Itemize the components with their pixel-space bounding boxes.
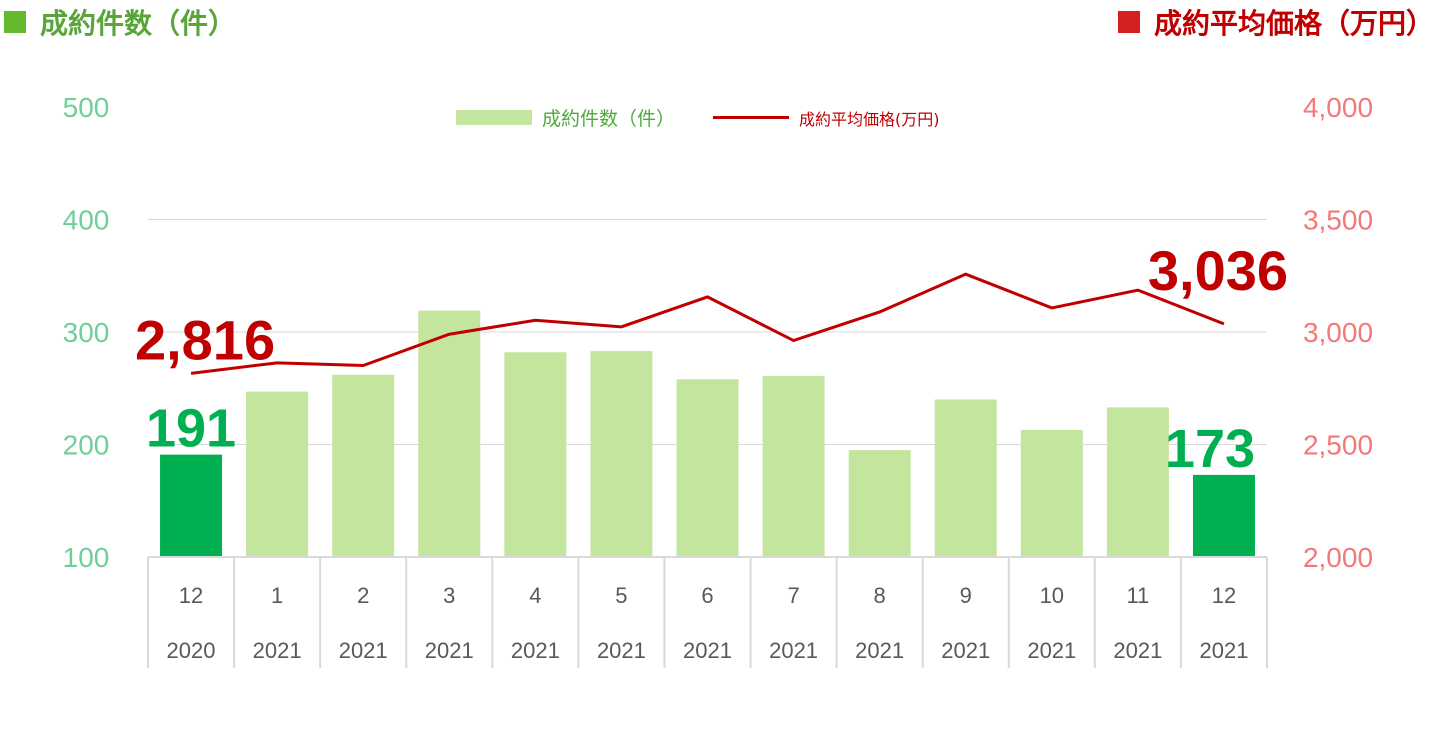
category-year-label: 2021 [253,638,302,663]
category-month-label: 7 [787,583,799,608]
category-month-label: 6 [701,583,713,608]
legend-line-label: 成約平均価格(万円) [799,109,940,129]
bar [590,351,653,557]
bar [1106,407,1169,557]
bar [504,352,567,557]
category-year-label: 2021 [1113,638,1162,663]
category-year-label: 2021 [597,638,646,663]
bar [246,391,309,557]
left-axis-tick-label: 200 [63,430,110,461]
category-month-label: 11 [1126,583,1149,608]
bar [848,450,911,557]
price-line [190,272,1225,375]
bar [762,375,825,557]
category-year-label: 2021 [425,638,474,663]
left-axis-title: 成約件数（件） [4,2,236,42]
bar [418,310,481,557]
bar-last-label: 173 [1165,419,1255,479]
line-first-label: 2,816 [135,308,275,371]
left-axis-title-text: 成約件数（件） [40,7,237,40]
category-year-label: 2020 [167,638,216,663]
bar [934,399,997,557]
category-month-label: 1 [271,583,283,608]
right-axis-title-text: 成約平均価格（万円） [1153,7,1434,40]
category-year-label: 2021 [855,638,904,663]
legend-bar-swatch [456,110,532,125]
bar [676,379,739,557]
left-axis-tick-label: 500 [63,92,110,123]
left-axis-tick-label: 100 [63,542,110,573]
category-year-label: 2021 [511,638,560,663]
line-last-label: 3,036 [1148,239,1288,302]
right-axis-tick-label: 2,500 [1303,430,1373,461]
right-axis-title: 成約平均価格（万円） [1117,2,1434,42]
red-square-icon [1117,11,1140,33]
green-square-icon [4,11,26,33]
legend-line-swatch [713,116,790,119]
category-year-label: 2021 [683,638,732,663]
right-axis-tick-label: 3,000 [1303,317,1373,348]
legend-bar-label: 成約件数（件） [542,108,676,130]
left-axis-tick-label: 400 [63,205,110,236]
category-month-label: 3 [443,583,455,608]
category-month-label: 4 [529,583,541,608]
category-year-label: 2021 [941,638,990,663]
right-axis-tick-label: 2,000 [1303,542,1373,573]
category-year-label: 2021 [1199,638,1248,663]
bar [1020,429,1083,557]
bar-highlight [160,454,223,557]
category-month-label: 10 [1040,583,1064,608]
category-month-label: 8 [874,583,886,608]
category-year-label: 2021 [1027,638,1076,663]
category-month-label: 12 [179,583,203,608]
right-axis-tick-label: 4,000 [1303,92,1373,123]
category-year-label: 2021 [769,638,818,663]
legend: 成約件数（件） 成約平均価格(万円) [456,104,940,131]
category-month-label: 5 [615,583,627,608]
bar-highlight [1192,474,1255,557]
category-month-label: 9 [960,583,972,608]
category-month-label: 12 [1212,583,1236,608]
category-year-label: 2021 [339,638,388,663]
bar [332,374,395,557]
left-axis-tick-label: 300 [63,317,110,348]
bar-first-label: 191 [146,399,236,459]
right-axis-tick-label: 3,500 [1303,205,1373,236]
category-month-label: 2 [357,583,369,608]
